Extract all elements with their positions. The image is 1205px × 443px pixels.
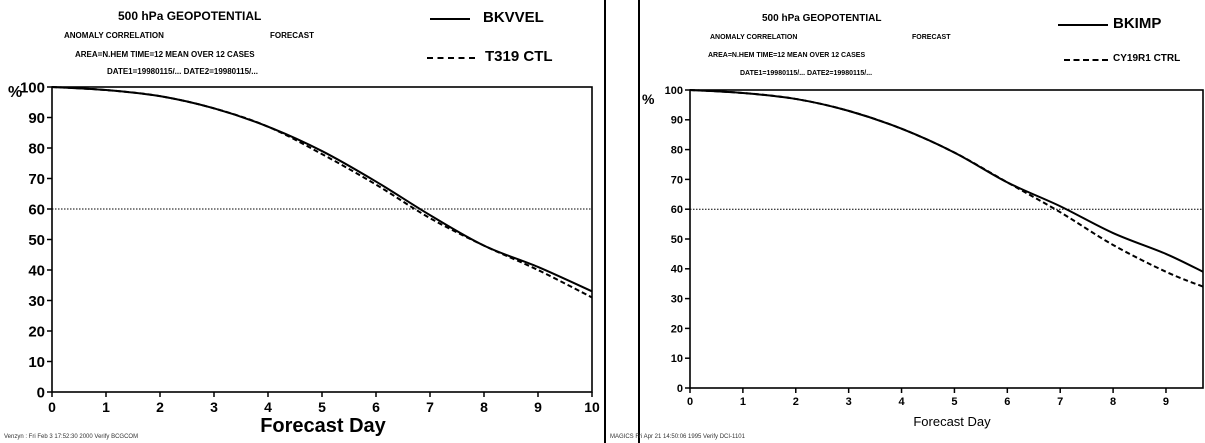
y-tick-label: 0 bbox=[37, 384, 45, 401]
x-axis-label: Forecast Day bbox=[913, 414, 991, 429]
y-tick-label: 70 bbox=[28, 171, 45, 188]
y-tick-label: 40 bbox=[671, 264, 683, 276]
header-anomaly-correlation: ANOMALY CORRELATION bbox=[710, 34, 798, 41]
x-tick-label: 1 bbox=[740, 396, 746, 408]
x-tick-label: 3 bbox=[210, 399, 218, 415]
chart-panel-left: 500 hPa GEOPOTENTIAL ANOMALY CORRELATION… bbox=[0, 0, 600, 443]
x-tick-label: 5 bbox=[951, 396, 957, 408]
x-tick-label: 6 bbox=[1004, 396, 1010, 408]
y-tick-label: 10 bbox=[28, 354, 45, 371]
legend-dashed-line bbox=[427, 57, 475, 59]
line-chart-left: % 0 10 20 30 40 50 60 70 80 90 100 0 1 2 3 4 5 6 7 8 9 10 For… bbox=[8, 79, 600, 437]
legend-dashed-line bbox=[1064, 59, 1108, 61]
y-tick-label: 30 bbox=[671, 293, 683, 305]
y-tick-label: 60 bbox=[28, 201, 45, 218]
x-tick-label: 7 bbox=[426, 399, 434, 415]
series-line-2 bbox=[689, 89, 1204, 288]
y-tick-label: 0 bbox=[677, 383, 683, 395]
x-tick-label: 2 bbox=[156, 399, 164, 415]
y-tick-label: 50 bbox=[671, 234, 683, 246]
x-tick-label: 5 bbox=[318, 399, 326, 415]
legend-solid-line bbox=[430, 18, 470, 20]
legend-solid-line bbox=[1058, 24, 1108, 26]
y-tick-label: 50 bbox=[28, 232, 45, 249]
footer-note: MAGICS Fri Apr 21 14:50:06 1995 Verify D… bbox=[610, 434, 745, 440]
y-tick-label: 70 bbox=[671, 174, 683, 186]
y-tick-label: 100 bbox=[665, 85, 683, 97]
y-axis-unit: % bbox=[642, 91, 655, 107]
footer-note: Venzyn : Fri Feb 3 17:52:30 2000 Verify … bbox=[4, 434, 139, 440]
legend-label-series-1: BKVVEL bbox=[483, 9, 544, 26]
x-tick-label: 7 bbox=[1057, 396, 1063, 408]
y-tick-label: 40 bbox=[28, 262, 45, 279]
series-line-2 bbox=[51, 86, 593, 299]
x-tick-label: 3 bbox=[846, 396, 852, 408]
panel-divider bbox=[638, 0, 640, 443]
y-axis-unit: % bbox=[8, 84, 22, 101]
x-tick-label: 9 bbox=[1163, 396, 1169, 408]
y-tick-label: 10 bbox=[671, 353, 683, 365]
x-tick-label: 0 bbox=[48, 399, 56, 415]
x-tick-label: 9 bbox=[534, 399, 542, 415]
plot-frame bbox=[689, 89, 1204, 389]
x-tick-label: 10 bbox=[584, 399, 600, 415]
header-area-time: AREA=N.HEM TIME=12 MEAN OVER 12 CASES bbox=[708, 52, 866, 59]
x-tick-label: 6 bbox=[372, 399, 380, 415]
y-tick-label: 60 bbox=[671, 204, 683, 216]
panel-divider bbox=[604, 0, 606, 443]
chart-title: 500 hPa GEOPOTENTIAL bbox=[762, 13, 882, 24]
x-tick-label: 1 bbox=[102, 399, 110, 415]
y-tick-label: 90 bbox=[28, 110, 45, 127]
legend-label-series-2: CY19R1 CTRL bbox=[1113, 53, 1181, 64]
x-tick-label: 8 bbox=[480, 399, 488, 415]
header-dates: DATE1=19980115/... DATE2=19980115/... bbox=[740, 70, 873, 77]
x-tick-label: 4 bbox=[264, 399, 272, 415]
chart-panel-right: 500 hPa GEOPOTENTIAL ANOMALY CORRELATION… bbox=[610, 0, 1205, 443]
plot-frame bbox=[51, 86, 593, 393]
x-tick-label: 4 bbox=[898, 396, 905, 408]
x-tick-label: 2 bbox=[793, 396, 799, 408]
series-line-1 bbox=[51, 86, 593, 293]
chart-title: 500 hPa GEOPOTENTIAL bbox=[118, 9, 262, 23]
header-area-time: AREA=N.HEM TIME=12 MEAN OVER 12 CASES bbox=[75, 50, 255, 59]
y-tick-label: 20 bbox=[671, 323, 683, 335]
y-tick-label: 80 bbox=[28, 140, 45, 157]
x-tick-label: 8 bbox=[1110, 396, 1116, 408]
y-tick-label: 90 bbox=[671, 115, 683, 127]
series-line-1 bbox=[689, 89, 1204, 273]
y-tick-label: 80 bbox=[671, 144, 683, 156]
header-dates: DATE1=19980115/... DATE2=19980115/... bbox=[107, 67, 258, 76]
header-forecast: FORECAST bbox=[270, 31, 314, 40]
header-anomaly-correlation: ANOMALY CORRELATION bbox=[64, 31, 164, 40]
x-axis-label: Forecast Day bbox=[260, 415, 386, 437]
x-tick-label: 0 bbox=[687, 396, 693, 408]
legend-label-series-2: T319 CTL bbox=[485, 48, 553, 65]
y-tick-label: 20 bbox=[28, 323, 45, 340]
header-forecast: FORECAST bbox=[912, 34, 951, 41]
y-tick-label: 100 bbox=[20, 79, 45, 96]
line-chart-right: % 0 10 20 30 40 50 60 70 80 90 100 0 1 2 3 4 5 6 7 8 9 Forec… bbox=[642, 85, 1204, 429]
legend-label-series-1: BKIMP bbox=[1113, 15, 1162, 32]
y-tick-label: 30 bbox=[28, 293, 45, 310]
